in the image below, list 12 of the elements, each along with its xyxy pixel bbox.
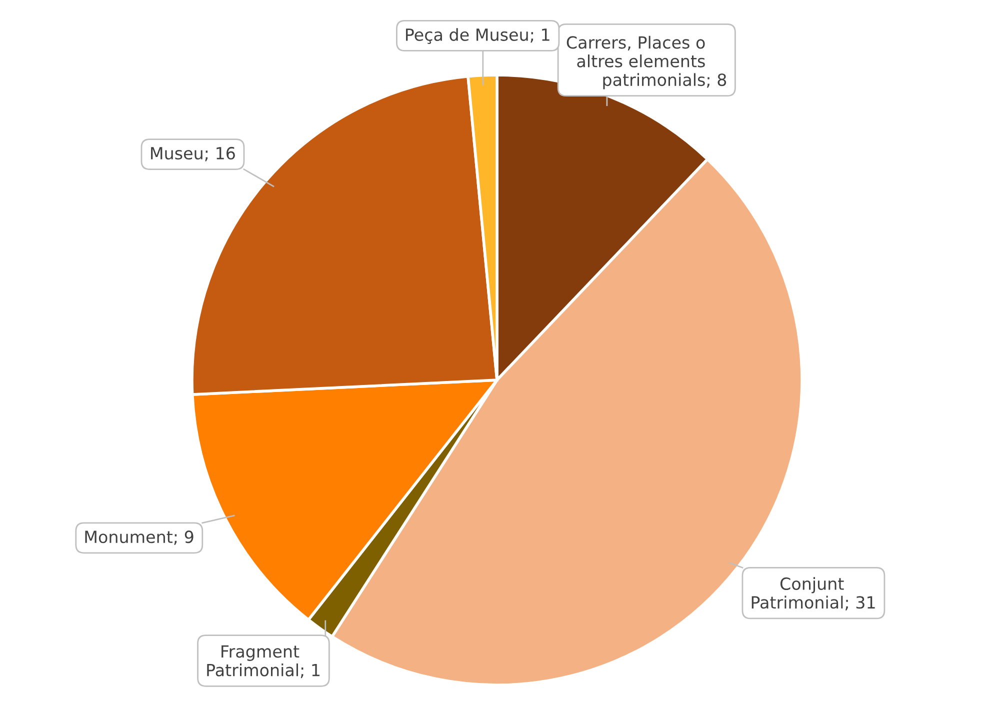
- slice-label: Monument: [85, 530, 173, 544]
- slice-label: Fragment Patrimonial: [207, 645, 300, 676]
- slice-label: Museu: [151, 147, 202, 160]
- data-label: ; 1: [300, 664, 320, 678]
- data-label: ; 31: [846, 596, 875, 610]
- data-label: ; 1: [530, 28, 550, 43]
- slice-label: Carrers, Places o altres elements patrimonials: [566, 36, 705, 90]
- data-label: ; 9: [174, 530, 194, 545]
- slice-label: Conjunt Patrimonial: [752, 577, 844, 609]
- slice-label: Peça de Museu: [406, 28, 528, 44]
- data-label: ; 16: [205, 146, 235, 162]
- data-label: ; 8: [706, 73, 726, 88]
